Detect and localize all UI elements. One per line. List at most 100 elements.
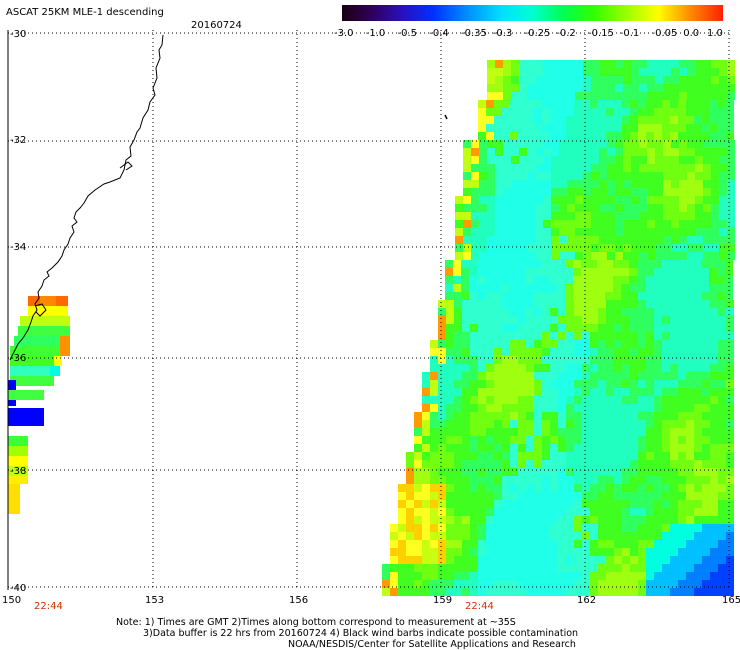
swath-cell xyxy=(647,180,655,188)
swath-cell xyxy=(727,220,735,228)
swath-cell xyxy=(590,532,598,540)
swath-cell xyxy=(478,548,486,556)
swath-cell xyxy=(687,244,695,252)
swath-cell xyxy=(622,564,630,572)
swath-cell xyxy=(638,468,646,476)
swath-cell xyxy=(639,220,647,228)
swath-cell xyxy=(614,532,622,540)
swath-cell xyxy=(438,340,446,348)
swath-cell xyxy=(607,164,615,172)
swath-cell xyxy=(494,564,502,572)
swath-cell xyxy=(535,164,543,172)
swath-cell xyxy=(686,508,694,516)
swath-cell xyxy=(679,236,687,244)
swath-cell xyxy=(719,156,727,164)
swath-cell xyxy=(607,84,615,92)
swath-cell xyxy=(663,212,671,220)
swath-cell xyxy=(662,532,670,540)
swath-cell xyxy=(622,460,630,468)
swath-cell xyxy=(655,148,663,156)
swath-cell xyxy=(622,300,630,308)
swath-cell xyxy=(533,260,541,268)
swath-cell xyxy=(719,140,727,148)
swath-cell xyxy=(639,76,647,84)
swath-cell xyxy=(630,388,638,396)
swath-cell xyxy=(510,340,518,348)
colorbar-tick-label: -3.0 xyxy=(334,28,354,39)
swath-cell xyxy=(726,396,734,404)
swath-cell xyxy=(518,132,526,140)
swath-cell xyxy=(719,204,727,212)
swath-cell xyxy=(566,468,574,476)
swath-cell xyxy=(638,556,646,564)
swath-cell xyxy=(622,108,630,116)
swath-cell xyxy=(574,548,582,556)
swath-cell xyxy=(526,108,534,116)
swath-cell xyxy=(639,60,647,68)
swath-cell xyxy=(519,228,527,236)
swath-cell xyxy=(453,284,461,292)
swath-cell xyxy=(718,460,726,468)
swath-cell xyxy=(558,300,566,308)
swath-cell xyxy=(470,300,478,308)
swath-cell xyxy=(534,580,542,588)
swath-cell xyxy=(559,148,567,156)
swath-cell xyxy=(566,100,574,108)
swath-cell xyxy=(430,404,438,412)
swath-cell xyxy=(567,212,575,220)
swath-cell xyxy=(726,124,734,132)
swath-cell xyxy=(654,540,662,548)
swath-cell xyxy=(430,516,438,524)
swath-cell xyxy=(446,452,454,460)
swath-cell xyxy=(719,92,727,100)
swath-cell xyxy=(462,516,470,524)
swath-cell xyxy=(710,356,718,364)
swath-cell xyxy=(550,460,558,468)
swath-cell xyxy=(406,508,414,516)
swath-cell xyxy=(510,508,518,516)
swath-cell xyxy=(647,236,655,244)
swath-cell xyxy=(526,460,534,468)
swath-cell xyxy=(630,572,638,580)
swath-cell xyxy=(583,244,591,252)
swath-cell xyxy=(486,556,494,564)
swath-cell xyxy=(582,428,590,436)
swath-cell xyxy=(598,332,606,340)
swath-cell xyxy=(534,588,542,596)
swath-cell xyxy=(711,76,719,84)
swath-cell xyxy=(701,260,709,268)
swath-cell xyxy=(655,68,663,76)
swath-cell xyxy=(590,300,598,308)
swath-cell xyxy=(638,412,646,420)
swath-cell xyxy=(463,156,471,164)
swath-cell xyxy=(614,340,622,348)
swath-cell xyxy=(478,524,486,532)
swath-cell xyxy=(454,540,462,548)
swath-cell xyxy=(631,204,639,212)
swath-cell xyxy=(686,308,694,316)
swath-cell xyxy=(717,284,725,292)
swath-cell xyxy=(518,348,526,356)
swath-cell xyxy=(567,156,575,164)
swath-cell xyxy=(621,268,629,276)
swath-cell xyxy=(694,428,702,436)
swath-cell xyxy=(574,532,582,540)
swath-cell xyxy=(526,548,534,556)
swath-cell xyxy=(646,380,654,388)
swath-cell xyxy=(702,484,710,492)
swath-cell xyxy=(646,468,654,476)
swath-cell xyxy=(638,324,646,332)
swath-cell xyxy=(583,156,591,164)
swath-cell xyxy=(438,404,446,412)
footer-note-2: 3)Data buffer is 22 hrs from 20160724 4)… xyxy=(143,628,578,639)
swath-cell xyxy=(599,252,607,260)
swath-cell xyxy=(479,236,487,244)
swath-cell xyxy=(486,412,494,420)
swath-cell xyxy=(486,428,494,436)
swath-cell xyxy=(599,148,607,156)
swath-cell xyxy=(494,492,502,500)
swath-cell xyxy=(590,108,598,116)
swath-cell xyxy=(719,252,727,260)
swath-cell xyxy=(575,76,583,84)
swath-cell xyxy=(655,140,663,148)
